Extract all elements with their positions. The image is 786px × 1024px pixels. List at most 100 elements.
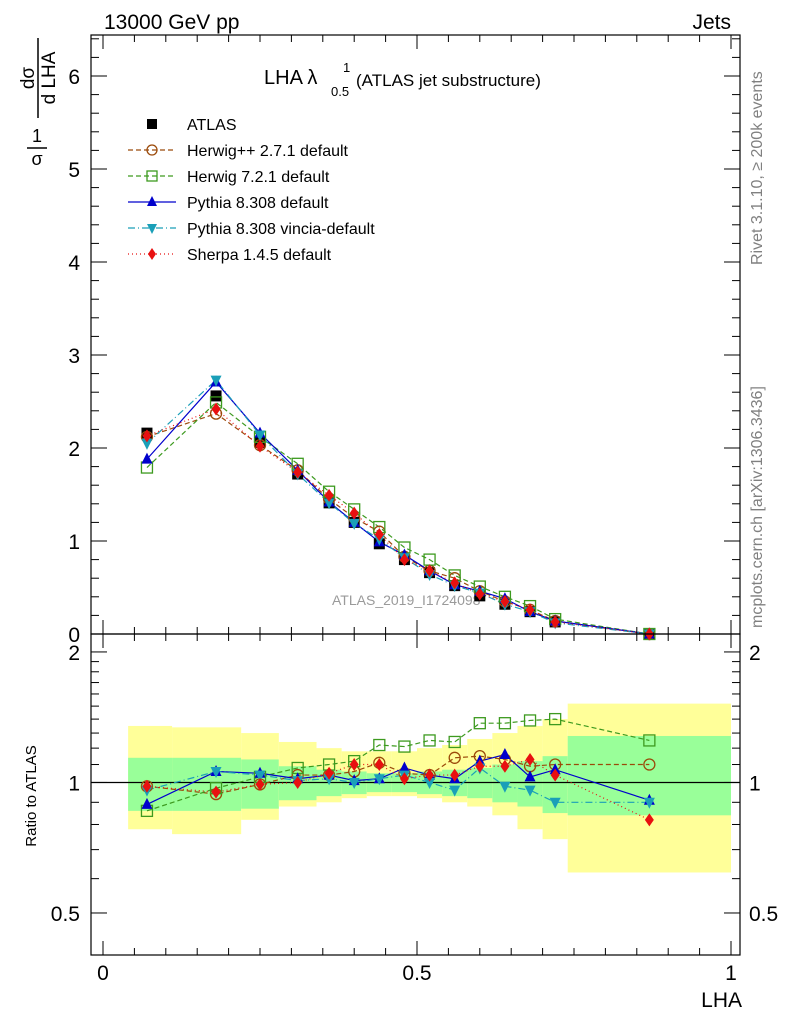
ratio-tick-label: 1 [68,772,80,795]
point-pythia-8-308-vincia-default [254,430,266,442]
series-markers [140,375,656,827]
legend-marker-sherpa-1-4-5-default [148,248,156,260]
legend-label-atlas: ATLAS [187,117,237,134]
ratio-point-sherpa-1-4-5-default [500,759,510,773]
point-sherpa-1-4-5-default [211,402,221,416]
ratio-point-herwig-7-2-1-default [643,734,656,747]
point-pythia-8-308-vincia-default [323,498,335,510]
point-pythia-8-308-vincia-default [348,518,360,530]
ratio-line-herwig-7-2-1-default [146,718,650,812]
point-sherpa-1-4-5-default [255,439,265,453]
ylabel-num: dσ [18,67,39,90]
ratio-point-pythia-8-308-vincia-default [524,785,536,797]
point-atlas [210,390,222,402]
ratio-point-sherpa-1-4-5-default [425,768,435,782]
ratio-point-sherpa-1-4-5-default [142,779,152,793]
ratio-point-herwig-7-2-1-default [373,738,386,752]
ratio-point-pythia-8-308-vincia-default [499,781,511,793]
point-sherpa-1-4-5-default [475,587,485,601]
ratio-point-herwig-7-2-1-default [549,712,562,726]
ratio-point-pythia-8-308-default [499,748,511,760]
ratio-tick-label: 2 [68,642,80,665]
point-pythia-8-308-default [141,452,153,464]
header-right: Jets [692,11,731,34]
legend-marker-atlas [147,119,157,129]
ratio-line-pythia-8-308-vincia-default [146,767,650,803]
legend: ATLAS Herwig++ 2.7.1 default Herwig 7.2.1 … [128,117,375,264]
ratio-point-pythia-8-308-vincia-default [373,774,385,786]
ratio-point-pythia-8-308-vincia-default [254,770,266,782]
ratio-frame [90,633,741,956]
y-tick-label: 4 [68,252,80,275]
legend-label-pythia-8-308-vincia-default: Pythia 8.308 vincia-default [187,221,375,238]
y-tick-label: 1 [68,531,80,554]
chart-title: LHA λ 1 0.5 (ATLAS jet substructure) [264,60,541,99]
ratio-point-herwig-7-2-1-default [498,717,512,730]
mcplots-label: mcplots.cern.ch [arXiv:1306.3436] [749,386,766,628]
title-sup: 1 [343,60,350,75]
ratio-point-pythia-8-308-default [398,761,410,773]
ratio-point-sherpa-1-4-5-default [525,752,535,766]
rivet-label: Rivet 3.1.10, ≥ 200k events [749,71,766,265]
ratio-point-pythia-8-308-vincia-default [643,797,655,809]
y-tick-label: 5 [68,159,80,182]
ratio-point-sherpa-1-4-5-default [374,758,384,772]
legend-marker-herwig-7-2-1-default [146,170,158,182]
legend-marker-herwig-2-7-1-default [146,144,158,156]
analysis-watermark: ATLAS_2019_I1724098 [332,592,481,608]
ratio-point-sherpa-1-4-5-default [211,785,221,799]
ratio-point-herwig-7-2-1-default [398,740,411,753]
title-main: LHA λ [264,67,317,89]
ratio-point-sherpa-1-4-5-default [450,768,460,782]
x-tick-label: 0.5 [402,962,431,985]
ratio-point-herwig-2-7-1-default [448,751,461,764]
y-tick-label: 3 [68,345,80,368]
ratio-tick-label: 0.5 [51,903,80,926]
point-sherpa-1-4-5-default [324,488,334,502]
legend-marker-pythia-8-308-vincia-default [147,224,157,234]
ratio-point-sherpa-1-4-5-default [293,775,303,789]
ratio-point-pythia-8-308-vincia-default [424,777,436,789]
point-sherpa-1-4-5-default [500,594,510,608]
x-axis-label: LHA [701,989,742,1012]
ratio-point-herwig-7-2-1-default [473,717,486,730]
ratio-line-sherpa-1-4-5-default [146,758,650,821]
y-tick-label: 2 [68,438,80,461]
ratio-point-sherpa-1-4-5-default [324,766,334,780]
ratio-tick-label-right: 2 [749,642,761,665]
title-rest: (ATLAS jet substructure) [356,71,541,90]
point-sherpa-1-4-5-default [525,603,535,617]
ratio-point-herwig-7-2-1-default [523,714,537,727]
axes: 0 1 2 3 4 5 6 0 0.5 1 0.5 0.5 1 1 2 2 [51,34,778,985]
point-sherpa-1-4-5-default [550,615,560,629]
ratio-y-label: Ratio to ATLAS [23,745,40,846]
title-sub: 0.5 [331,84,349,99]
y-tick-label: 0 [68,624,80,647]
ratio-point-herwig-7-2-1-default [423,734,436,747]
ratio-point-pythia-8-308-vincia-default [449,785,461,797]
ratio-point-sherpa-1-4-5-default [475,759,485,773]
ratio-point-pythia-8-308-vincia-default [210,766,222,778]
ratio-point-pythia-8-308-vincia-default [348,777,360,789]
ratio-point-sherpa-1-4-5-default [399,772,409,786]
legend-label-herwig-2-7-1-default: Herwig++ 2.7.1 default [187,143,349,160]
ratio-point-pythia-8-308-default [141,797,153,809]
point-sherpa-1-4-5-default [425,564,435,578]
point-sherpa-1-4-5-default [399,553,409,567]
ylabel-prefix-den: σ [31,149,42,169]
legend-marker-pythia-8-308-default [147,196,157,206]
band-inner [172,757,242,811]
point-pythia-8-308-vincia-default [210,375,222,387]
ratio-point-herwig-7-2-1-default [448,735,461,749]
legend-label-pythia-8-308-default: Pythia 8.308 default [187,195,329,212]
uncertainty-bands [91,703,740,873]
ratio-point-sherpa-1-4-5-default [550,768,560,782]
band-inner [517,761,543,807]
ylabel-den: d LHA [39,51,60,104]
y-axis-label: 1 σ dσ d LHA [18,38,60,169]
ratio-point-herwig-2-7-1-default [643,758,656,771]
ratio-point-pythia-8-308-default [524,770,536,782]
ratio-point-pythia-8-308-vincia-default [549,797,561,809]
ratio-tick-label-right: 0.5 [749,903,778,926]
